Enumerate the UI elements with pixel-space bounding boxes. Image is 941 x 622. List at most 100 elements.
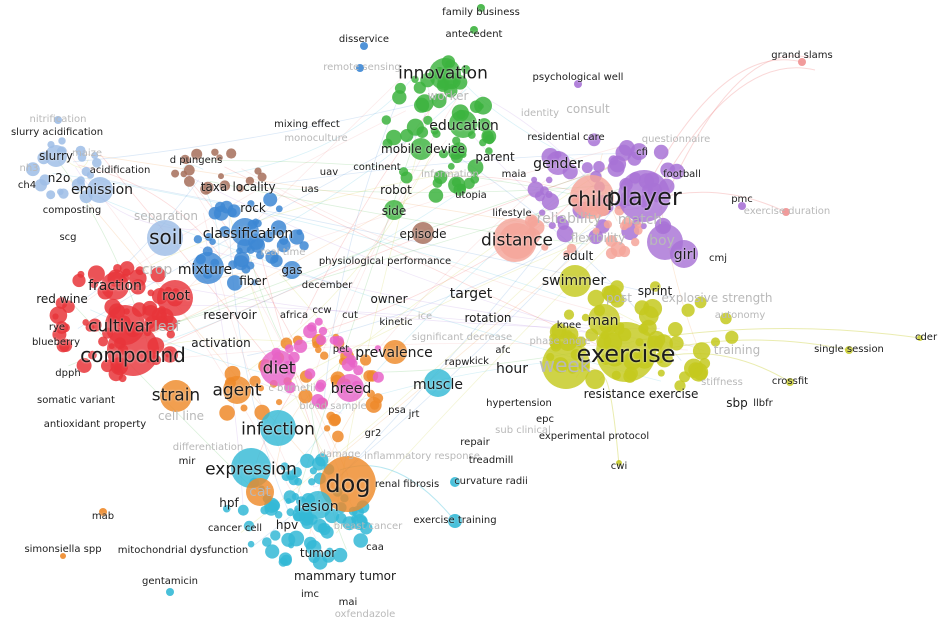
network-node xyxy=(262,537,272,547)
network-node xyxy=(845,346,853,354)
network-node xyxy=(574,80,582,88)
network-node xyxy=(49,306,68,325)
network-node xyxy=(284,344,294,353)
network-edge xyxy=(100,154,290,385)
network-node xyxy=(240,404,248,412)
network-node xyxy=(157,280,193,316)
network-node xyxy=(356,515,367,526)
network-node xyxy=(341,357,356,372)
network-edge xyxy=(315,139,447,370)
network-node xyxy=(588,229,604,245)
network-node xyxy=(231,218,259,246)
network-node xyxy=(320,525,334,539)
network-node xyxy=(211,148,219,156)
network-node xyxy=(587,133,601,147)
network-edge xyxy=(190,185,352,502)
network-node xyxy=(72,273,86,288)
network-node xyxy=(81,166,91,177)
network-node xyxy=(293,512,303,522)
network-node xyxy=(308,478,316,486)
network-node xyxy=(545,176,553,184)
network-node xyxy=(657,369,665,377)
network-node xyxy=(627,152,642,166)
network-node xyxy=(477,118,491,132)
network-node xyxy=(336,374,364,402)
network-node xyxy=(668,322,683,337)
network-node xyxy=(616,460,622,466)
network-node xyxy=(610,293,625,308)
network-node xyxy=(527,181,544,198)
network-node xyxy=(360,42,368,50)
network-node xyxy=(581,313,590,322)
network-node xyxy=(320,456,376,512)
network-node xyxy=(60,553,66,559)
network-node xyxy=(299,241,309,251)
network-node xyxy=(275,205,283,213)
network-node xyxy=(54,116,62,124)
network-node xyxy=(296,229,303,236)
network-node xyxy=(304,536,317,550)
network-node xyxy=(541,243,549,251)
network-node xyxy=(166,330,175,339)
network-node xyxy=(448,514,462,528)
network-node xyxy=(463,177,475,189)
network-node xyxy=(360,354,372,366)
network-node xyxy=(265,544,280,559)
network-node xyxy=(548,221,556,230)
network-node xyxy=(318,326,328,336)
network-node xyxy=(546,151,570,175)
network-node xyxy=(45,145,67,167)
network-node xyxy=(161,315,178,332)
network-node xyxy=(142,300,158,316)
network-edge xyxy=(639,59,803,201)
network-node xyxy=(316,334,327,346)
network-node xyxy=(786,378,794,386)
network-node xyxy=(89,280,99,289)
network-edge xyxy=(52,172,567,299)
network-node xyxy=(88,350,97,360)
network-node xyxy=(293,339,308,353)
network-node xyxy=(342,347,353,357)
network-node xyxy=(370,400,380,410)
network-node xyxy=(587,289,605,307)
network-node xyxy=(192,252,224,284)
network-node xyxy=(694,296,707,309)
network-node xyxy=(308,551,320,563)
network-node xyxy=(738,202,746,210)
network-node xyxy=(559,265,591,297)
network-node xyxy=(52,327,67,342)
network-node xyxy=(499,223,535,259)
network-node xyxy=(429,58,461,90)
network-node xyxy=(227,207,237,218)
network-edge xyxy=(65,149,317,540)
network-node xyxy=(39,174,51,186)
network-node xyxy=(58,137,66,145)
network-node xyxy=(180,170,188,178)
network-node xyxy=(101,272,129,300)
network-node xyxy=(236,247,243,255)
network-node xyxy=(438,149,449,159)
network-node xyxy=(356,64,364,72)
network-edge xyxy=(599,376,620,466)
network-node xyxy=(304,368,316,380)
network-node xyxy=(353,533,369,548)
network-edge xyxy=(228,205,289,512)
network-node xyxy=(631,237,640,247)
network-node xyxy=(332,430,344,443)
network-node xyxy=(541,193,560,211)
network-node xyxy=(431,93,447,109)
network-node xyxy=(660,162,676,178)
network-node xyxy=(566,243,577,254)
network-node xyxy=(291,467,303,478)
network-node xyxy=(605,235,618,247)
network-edge xyxy=(253,152,645,188)
network-node xyxy=(479,138,487,147)
network-node xyxy=(171,169,180,178)
network-node xyxy=(236,184,245,193)
network-node xyxy=(474,96,492,115)
network-node xyxy=(634,300,650,316)
network-node xyxy=(323,425,331,432)
network-edge xyxy=(80,179,199,303)
network-node xyxy=(416,126,429,138)
network-node xyxy=(231,448,271,488)
